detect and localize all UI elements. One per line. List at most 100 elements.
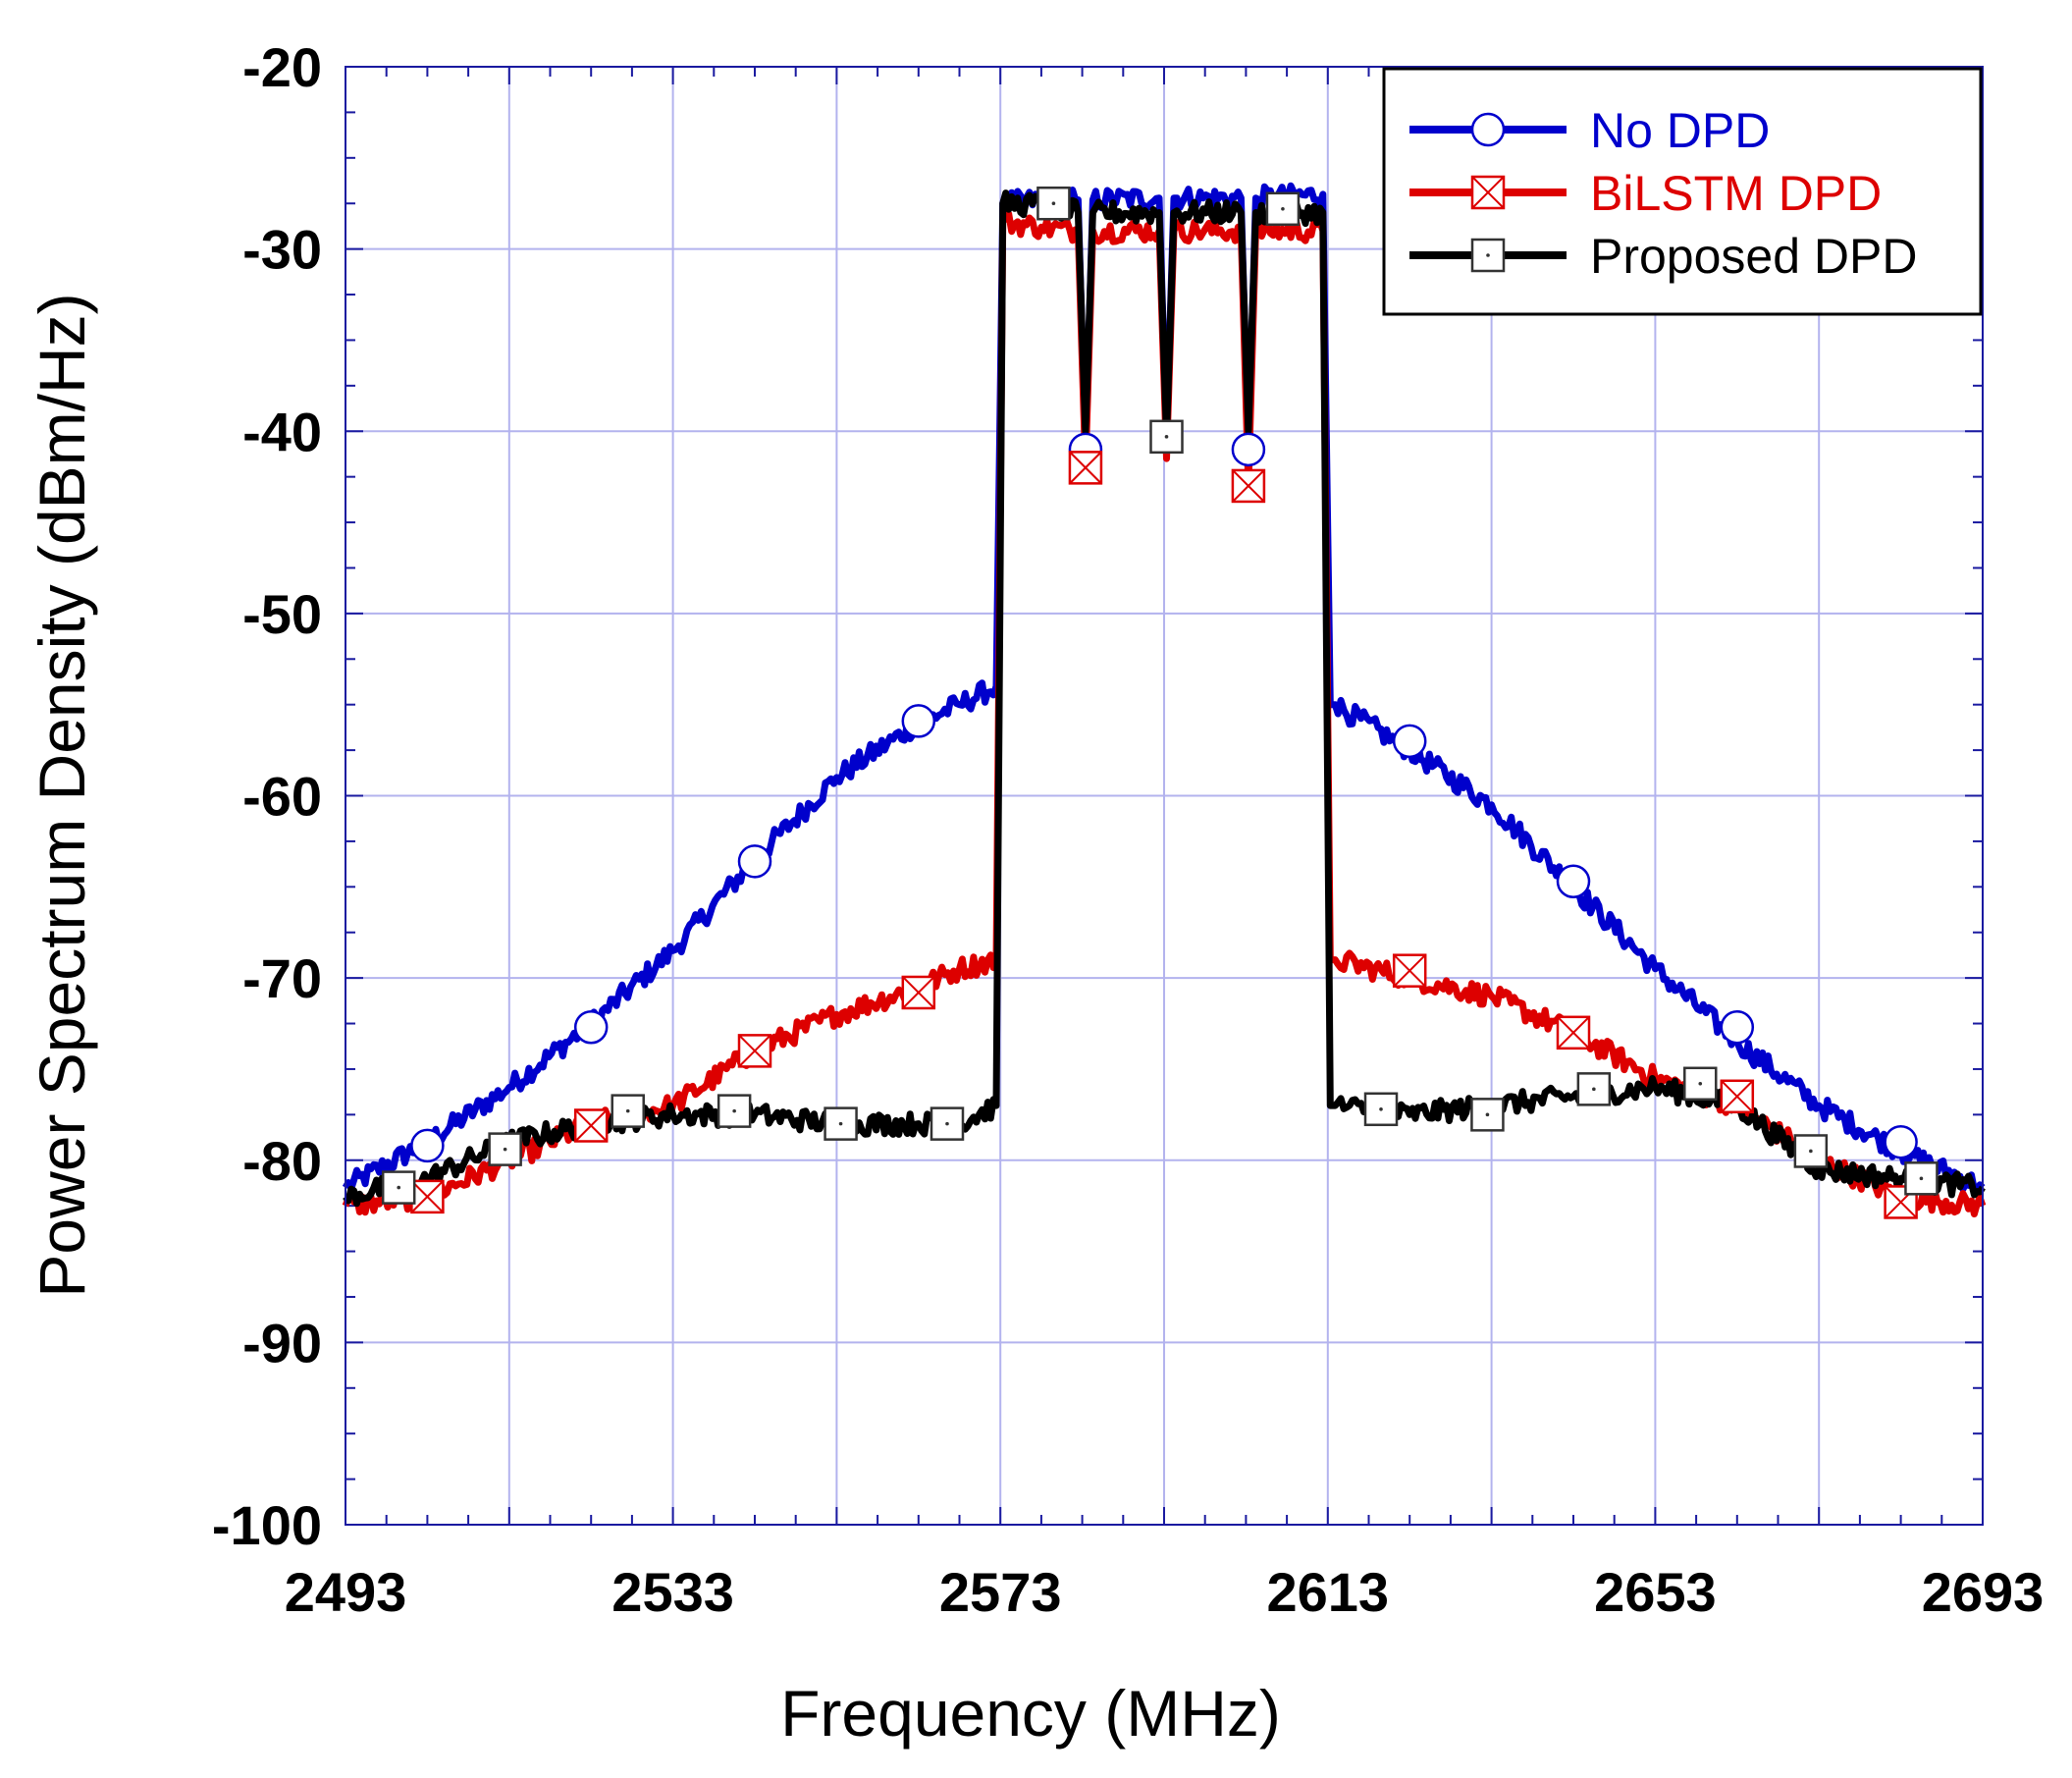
- marker-circle: [1392, 724, 1427, 759]
- marker-dot: [1919, 1176, 1924, 1181]
- marker-circle: [1556, 864, 1591, 898]
- series-3-marker: [930, 1106, 965, 1141]
- series-3-marker: [1683, 1066, 1718, 1102]
- y-tick-label: -90: [242, 1312, 322, 1374]
- x-tick-label: 2693: [1922, 1561, 2045, 1623]
- series-3-marker: [717, 1094, 752, 1128]
- series-1-marker: [1392, 724, 1427, 759]
- series-3-marker: [1265, 191, 1301, 227]
- marker-cross: [738, 1034, 771, 1068]
- series-2-marker: [901, 975, 936, 1010]
- y-tick-label: -30: [242, 219, 322, 281]
- series-1-marker: [1231, 432, 1266, 467]
- legend-label: Proposed DPD: [1590, 229, 1918, 284]
- y-axis-title: Power Spectrum Density (dBm/Hz): [26, 293, 98, 1297]
- series-2-marker: [1556, 1015, 1591, 1051]
- series-1-marker: [1720, 1009, 1755, 1045]
- marker-cross: [1393, 953, 1426, 988]
- y-tick-label: -60: [242, 766, 322, 828]
- series-3-marker: [1149, 419, 1184, 455]
- marker-square: [1470, 1098, 1505, 1132]
- marker-circle: [1884, 1124, 1918, 1159]
- marker-dot: [945, 1121, 949, 1126]
- series-1-marker: [1556, 864, 1591, 898]
- series-2-marker: [1720, 1079, 1755, 1114]
- marker-circle: [573, 1009, 609, 1045]
- marker-dot: [1486, 253, 1490, 257]
- series-2-marker: [737, 1034, 772, 1068]
- marker-square: [381, 1170, 416, 1205]
- series-3-marker: [1363, 1092, 1399, 1127]
- series-1-marker: [573, 1009, 609, 1045]
- series-1-marker: [1884, 1124, 1918, 1159]
- legend-marker: [1470, 238, 1506, 273]
- marker-square: [1683, 1066, 1718, 1102]
- marker-dot: [1698, 1081, 1703, 1086]
- series-3-marker: [488, 1132, 522, 1166]
- tick-labels: 2493 2533 2573 2613 2653 2693 -20 -30 -40 -50 -60 -…: [212, 36, 2044, 1623]
- series-1-marker: [737, 844, 772, 879]
- series-1-marker: [410, 1128, 445, 1163]
- marker-dot: [397, 1185, 401, 1190]
- marker-dot: [625, 1108, 630, 1113]
- marker-dot: [1379, 1106, 1383, 1111]
- series-3-marker: [823, 1106, 858, 1141]
- y-tick-label: -100: [212, 1494, 322, 1556]
- series-3-marker: [381, 1170, 416, 1205]
- marker-cross: [902, 976, 935, 1009]
- series-3-marker: [1904, 1161, 1939, 1196]
- marker-cross: [1471, 176, 1505, 209]
- x-tick-label: 2653: [1594, 1561, 1717, 1623]
- x-tick-label: 2613: [1267, 1561, 1390, 1623]
- marker-dot: [1281, 206, 1285, 211]
- x-axis-title: Frequency (MHz): [780, 1677, 1281, 1750]
- plot-frame: [345, 66, 1984, 1526]
- legend-marker: [1470, 112, 1506, 147]
- y-tick-label: -80: [242, 1130, 322, 1192]
- marker-dot: [838, 1121, 843, 1126]
- series-3-marker: [1793, 1134, 1829, 1168]
- y-tick-label: -70: [242, 947, 322, 1009]
- legend-marker: [1470, 175, 1506, 210]
- marker-circle: [1470, 112, 1506, 147]
- series-3-marker: [1470, 1098, 1505, 1132]
- legend-label: No DPD: [1590, 103, 1770, 158]
- marker-dot: [1164, 435, 1169, 439]
- series-3-marker: [611, 1094, 645, 1128]
- marker-circle: [1720, 1009, 1755, 1045]
- marker-dot: [503, 1147, 507, 1152]
- series-2-marker: [573, 1108, 609, 1143]
- marker-cross: [1069, 451, 1102, 485]
- marker-cross: [1557, 1016, 1590, 1050]
- series-2-marker: [1884, 1185, 1918, 1219]
- marker-square: [1265, 191, 1301, 227]
- x-tick-label: 2493: [285, 1561, 407, 1623]
- marker-circle: [410, 1128, 445, 1163]
- legend-label: BiLSTM DPD: [1590, 166, 1882, 221]
- series-2-marker: [1231, 468, 1266, 504]
- series-1-marker: [901, 704, 936, 738]
- series-2-marker: [1068, 451, 1103, 485]
- y-tick-label: -40: [242, 401, 322, 462]
- series-2-marker: [410, 1179, 445, 1214]
- series-2-marker: [1392, 953, 1427, 988]
- series-3-marker: [1576, 1072, 1612, 1106]
- marker-square: [1576, 1072, 1612, 1106]
- marker-group: [381, 186, 1939, 1219]
- marker-cross: [1721, 1080, 1754, 1113]
- y-tick-label: -50: [242, 583, 322, 645]
- marker-cross: [574, 1108, 608, 1143]
- marker-dot: [732, 1108, 736, 1113]
- legend: No DPD BiLSTM DPD Proposed DPD: [1382, 67, 1983, 316]
- marker-dot: [1592, 1087, 1596, 1092]
- marker-circle: [1231, 432, 1266, 467]
- marker-dot: [1051, 201, 1056, 206]
- marker-dot: [1485, 1112, 1490, 1117]
- x-tick-label: 2533: [611, 1561, 734, 1623]
- marker-cross: [410, 1180, 445, 1213]
- marker-circle: [901, 704, 936, 738]
- series-3-marker: [1036, 186, 1071, 221]
- x-tick-label: 2573: [939, 1561, 1062, 1623]
